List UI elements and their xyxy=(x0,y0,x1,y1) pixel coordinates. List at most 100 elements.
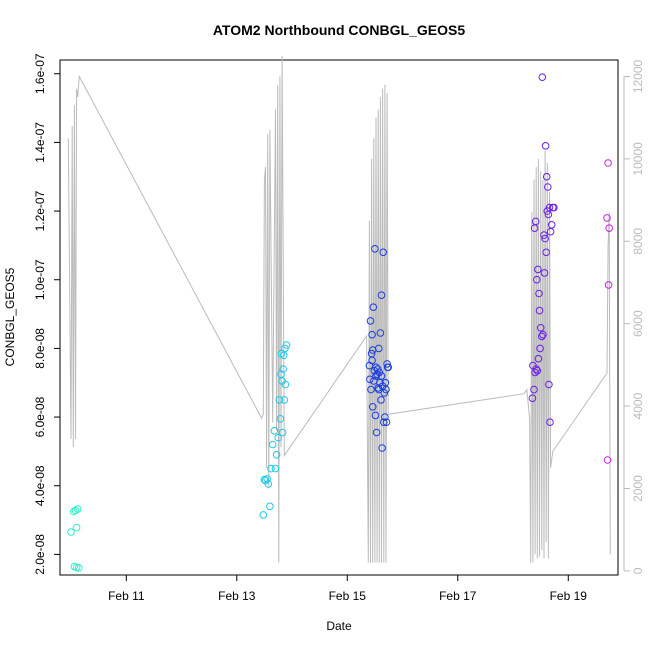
plot-layer: Feb 11 Feb 13 Feb 15 Feb 17 Feb 19 2.0e-08 4.0… xyxy=(33,53,645,603)
data-point xyxy=(71,506,80,515)
y-tick-label: 4.0e-08 xyxy=(33,465,47,506)
data-point xyxy=(72,523,81,532)
y2-tick-label: 8000 xyxy=(631,228,645,255)
y2-tick-label: 0 xyxy=(631,567,645,574)
data-point xyxy=(534,265,542,274)
data-point xyxy=(368,330,376,339)
data-point xyxy=(281,344,289,353)
data-point xyxy=(528,394,537,403)
data-point xyxy=(368,346,377,354)
data-point xyxy=(383,360,391,368)
y-tick-label: 2.0e-08 xyxy=(33,534,47,575)
data-point xyxy=(266,502,274,511)
data-point xyxy=(550,203,558,212)
data-point xyxy=(274,433,283,442)
y-tick-label: 1.2e-07 xyxy=(33,190,47,231)
y2-tick-label: 12000 xyxy=(631,59,645,93)
y2-tick-label: 10000 xyxy=(631,142,645,176)
data-point xyxy=(376,329,385,337)
y-tick-label: 1.6e-07 xyxy=(33,53,47,94)
data-point xyxy=(531,217,540,226)
data-point xyxy=(372,428,381,437)
data-point xyxy=(533,275,541,284)
data-point xyxy=(542,172,551,181)
y-tick-label: 8.0e-08 xyxy=(33,328,47,369)
data-point xyxy=(268,440,277,449)
data-point xyxy=(275,396,284,404)
data-point xyxy=(383,363,392,372)
data-point xyxy=(369,303,378,312)
data-point xyxy=(603,214,611,222)
data-point xyxy=(70,507,78,516)
data-point xyxy=(366,375,374,384)
data-point xyxy=(375,385,383,394)
data-point xyxy=(377,396,385,404)
x-tick-label: Feb 15 xyxy=(329,589,367,603)
data-point xyxy=(381,378,390,387)
data-point xyxy=(539,330,547,339)
x-axis-title: Date xyxy=(326,619,352,633)
data-point xyxy=(604,281,613,289)
data-point xyxy=(372,363,380,372)
data-point xyxy=(378,444,386,452)
x-tick-label: Feb 11 xyxy=(108,589,145,603)
data-point xyxy=(536,344,544,353)
y-axis-title: CONBGL_GEOS5 xyxy=(3,267,17,366)
data-point xyxy=(545,203,554,212)
altitude-line xyxy=(67,55,611,563)
data-point xyxy=(377,372,386,380)
data-point xyxy=(538,73,547,81)
data-point xyxy=(541,142,550,150)
data-point xyxy=(533,366,542,375)
data-point xyxy=(535,306,544,315)
data-point xyxy=(75,564,83,572)
data-point xyxy=(260,475,269,484)
data-point xyxy=(546,418,554,427)
data-point xyxy=(67,528,75,536)
data-point xyxy=(264,480,273,488)
y-tick-label: 1.4e-07 xyxy=(33,122,47,163)
data-point xyxy=(368,356,376,365)
data-point xyxy=(382,418,391,427)
x-tick-label: Feb 13 xyxy=(218,589,256,603)
data-point xyxy=(540,231,548,239)
data-point xyxy=(529,361,537,370)
data-point xyxy=(603,456,612,464)
data-point xyxy=(267,464,275,473)
data-point xyxy=(279,365,288,373)
data-point xyxy=(530,385,538,394)
data-point xyxy=(277,349,286,358)
data-point xyxy=(531,368,539,377)
y-tick-label: 1.0e-07 xyxy=(33,259,47,300)
data-point xyxy=(263,475,272,483)
data-point xyxy=(540,269,549,277)
data-point xyxy=(377,291,386,300)
data-point xyxy=(276,415,285,423)
data-point xyxy=(367,385,375,394)
data-point xyxy=(280,396,289,404)
y2-tick-label: 4000 xyxy=(631,392,645,419)
data-point xyxy=(281,380,290,389)
data-point xyxy=(381,413,389,421)
data-point xyxy=(270,427,279,435)
data-point xyxy=(259,511,268,519)
data-point xyxy=(282,341,291,349)
data-point xyxy=(371,245,379,253)
data-point xyxy=(538,332,546,341)
data-point xyxy=(605,224,614,232)
data-point xyxy=(547,221,556,229)
data-point xyxy=(545,380,553,389)
data-point xyxy=(542,248,551,257)
y2-tick-label: 2000 xyxy=(631,475,645,502)
data-point xyxy=(73,505,82,513)
y2-tick-label: 6000 xyxy=(631,310,645,337)
data-point xyxy=(371,411,380,420)
data-point xyxy=(368,403,377,411)
data-point xyxy=(604,159,612,167)
chart-title: ATOM2 Northbound CONBGL_GEOS5 xyxy=(213,22,465,38)
plot-frame xyxy=(59,59,619,576)
data-point xyxy=(278,428,287,437)
